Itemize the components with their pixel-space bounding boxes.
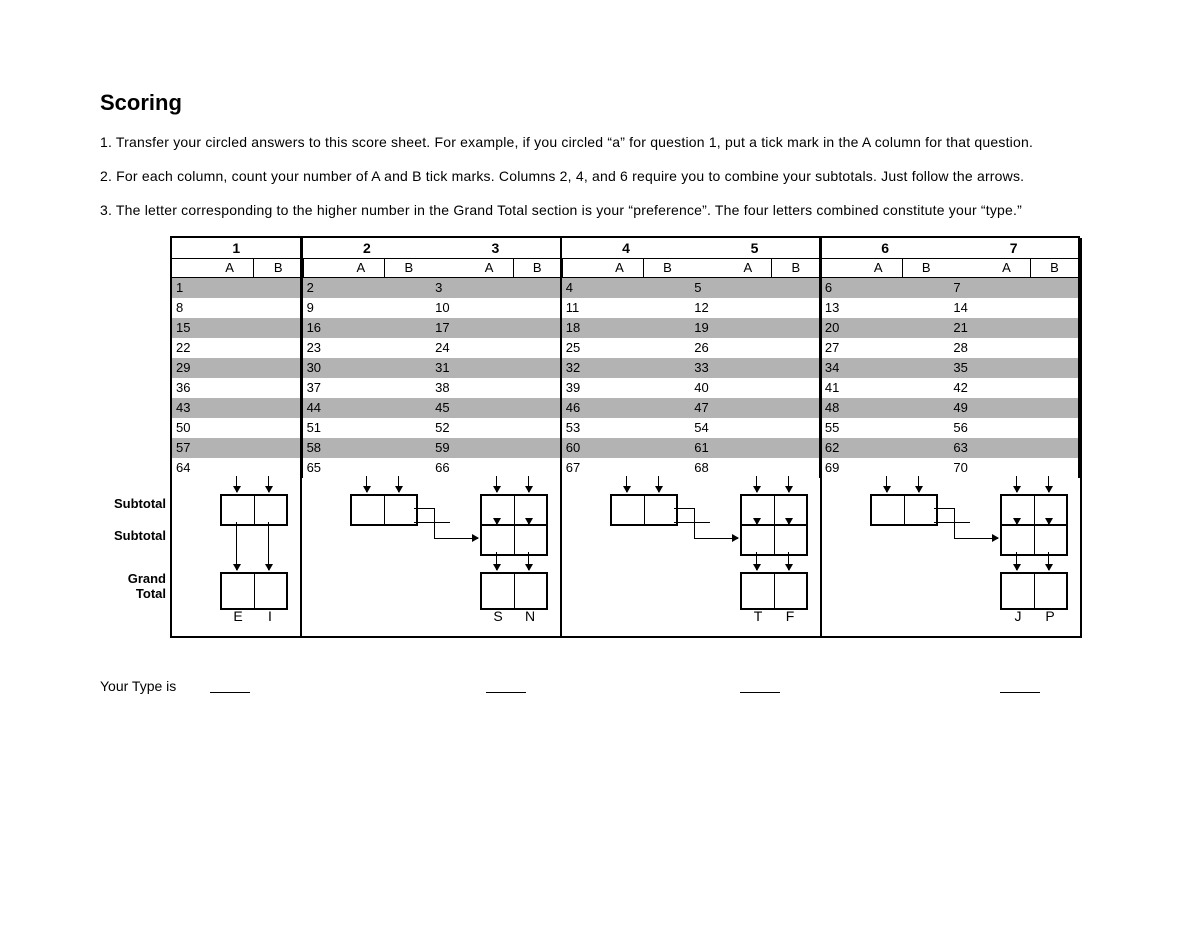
total-box [1000,572,1068,610]
hdr-5: 5 [690,238,819,258]
header-row: 1 23 45 67 [170,238,1080,259]
hdr-2: 2 [303,238,432,258]
label-subtotal-1: Subtotal [100,496,166,511]
hdr-7: 7 [949,238,1078,258]
total-box [220,494,288,526]
type-blank-1 [210,678,250,693]
instruction-1: 1. Transfer your circled answers to this… [100,134,1100,150]
body-rows: 1234567891011121314151617181920212223242… [170,278,1080,478]
label-grand-2: Total [100,586,166,601]
total-box [1000,524,1068,556]
total-box [740,524,808,556]
total-box [1000,494,1068,526]
table-row: 15161718192021 [170,318,1080,338]
table-row: 29303132333435 [170,358,1080,378]
scoring-title: Scoring [100,90,1100,116]
ab-a: A [206,259,255,277]
type-blank-2 [486,678,526,693]
hdr-3: 3 [431,238,560,258]
total-box [870,494,938,526]
instructions: 1. Transfer your circled answers to this… [100,134,1100,218]
hdr-1: 1 [172,238,301,258]
instruction-2: 2. For each column, count your number of… [100,168,1100,184]
total-box [740,572,808,610]
table-row: 22232425262728 [170,338,1080,358]
total-box [480,572,548,610]
table-row: 57585960616263 [170,438,1080,458]
table-row: 1234567 [170,278,1080,298]
hdr-6: 6 [821,238,950,258]
total-box [610,494,678,526]
table-row: 36373839404142 [170,378,1080,398]
table-row: 50515253545556 [170,418,1080,438]
instruction-3: 3. The letter corresponding to the highe… [100,202,1100,218]
your-type-line: Your Type is [100,678,1100,698]
total-box [740,494,808,526]
score-sheet: 1 23 45 67 AB ABAB ABAB ABAB [170,236,1080,638]
your-type-label: Your Type is [100,678,176,694]
label-grand-1: Grand [100,571,166,586]
ab-b: B [254,259,302,277]
table-row: 891011121314 [170,298,1080,318]
type-blank-3 [740,678,780,693]
total-box [480,524,548,556]
table-row: 64656667686970 [170,458,1080,478]
total-box [350,494,418,526]
ab-row: AB ABAB ABAB ABAB [170,259,1080,278]
total-box [220,572,288,610]
table-row: 43444546474849 [170,398,1080,418]
hdr-4: 4 [562,238,691,258]
totals-overlay: Subtotal Subtotal Grand Total EISNTFJP [100,476,1080,641]
label-subtotal-2: Subtotal [100,528,166,543]
type-blank-4 [1000,678,1040,693]
total-box [480,494,548,526]
